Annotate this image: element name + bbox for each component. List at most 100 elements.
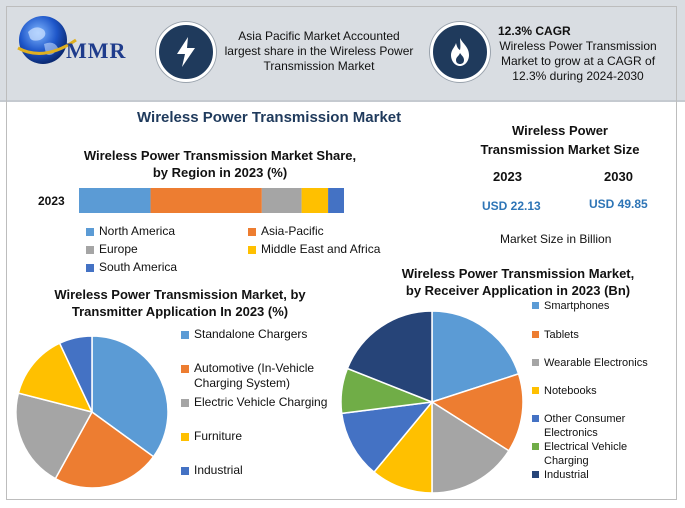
legend-label: Electrical Vehicle Charging xyxy=(544,441,628,467)
legend-item: Industrial xyxy=(532,468,589,482)
info2-line: 12.3% during 2024-2030 xyxy=(512,69,644,83)
legend-swatch xyxy=(181,331,189,339)
info2-text: Wireless Power Transmission Market to gr… xyxy=(492,39,664,84)
legend-label: North America xyxy=(99,224,176,238)
legend-item: Europe xyxy=(86,242,138,257)
legend-swatch xyxy=(248,228,256,236)
legend-label: Smartphones xyxy=(544,300,610,312)
legend-item: Electrical Vehicle Charging xyxy=(532,440,627,468)
region-chart-title-line: Wireless Power Transmission Market Share… xyxy=(83,148,357,163)
bar-segment xyxy=(301,188,329,213)
legend-item: Industrial xyxy=(181,463,243,478)
legend-swatch xyxy=(181,433,189,441)
legend-swatch xyxy=(532,387,539,394)
legend-swatch xyxy=(86,264,94,272)
legend-swatch xyxy=(532,471,539,478)
pie-slice xyxy=(91,335,169,458)
legend-label: South America xyxy=(99,260,178,274)
market-size-title-line: Wireless Power xyxy=(512,123,608,138)
info1-badge xyxy=(156,22,216,82)
region-chart-title-line: by Region in 2023 (%) xyxy=(152,165,288,180)
pie-slice xyxy=(54,410,155,489)
receiver-chart-title: Wireless Power Transmission Market, by R… xyxy=(378,265,658,299)
legend-swatch xyxy=(532,331,539,338)
legend-label: Electric Vehicle Charging xyxy=(194,395,328,409)
bar-category-label: 2023 xyxy=(38,194,65,208)
value-2030: USD 49.85 xyxy=(589,197,648,211)
legend-swatch xyxy=(86,228,94,236)
legend-item: Middle East and Africa xyxy=(248,242,380,257)
header-divider xyxy=(0,100,685,102)
legend-swatch xyxy=(181,399,189,407)
globe-logo-icon xyxy=(17,16,77,64)
year-2030: 2030 xyxy=(604,169,633,184)
legend-item: North America xyxy=(86,224,175,239)
info1-line: Transmission Market xyxy=(263,59,375,73)
legend-label: Industrial xyxy=(544,469,589,481)
bar-segment xyxy=(261,188,302,213)
header-banner xyxy=(0,0,685,100)
legend-item: Automotive (In-Vehicle Charging System) xyxy=(181,361,314,391)
legend-item: Notebooks xyxy=(532,384,597,398)
legend-label: Furniture xyxy=(194,429,243,443)
legend-label: Middle East and Africa xyxy=(261,242,381,256)
pie-slice xyxy=(58,335,93,413)
pie-slice xyxy=(431,310,520,404)
info1-line: largest share in the Wireless Power xyxy=(224,44,414,58)
legend-item: Tablets xyxy=(532,328,579,342)
brand-logo-text: MMR xyxy=(66,38,127,63)
info2-line: Market to grow at a CAGR of xyxy=(500,54,656,68)
bar-segment xyxy=(79,188,151,213)
legend-label: Tablets xyxy=(544,329,579,341)
legend-swatch xyxy=(532,302,539,309)
legend-swatch xyxy=(181,365,189,373)
pie-slice xyxy=(346,310,433,404)
legend-label: Europe xyxy=(99,242,138,256)
legend-item: Standalone Chargers xyxy=(181,327,307,342)
legend-swatch xyxy=(532,359,539,366)
lightning-icon xyxy=(177,37,195,67)
legend-swatch xyxy=(532,415,539,422)
legend-label: Industrial xyxy=(194,463,243,477)
legend-item: South America xyxy=(86,260,177,275)
market-size-note: Market Size in Billion xyxy=(500,232,612,246)
legend-swatch xyxy=(181,467,189,475)
bar-segment xyxy=(150,188,262,213)
market-size-title-line: Transmission Market Size xyxy=(480,142,640,157)
legend-label: Automotive (In-Vehicle Charging System) xyxy=(194,361,315,390)
pie-slice xyxy=(430,372,524,452)
info1-line: Asia Pacific Market Accounted xyxy=(238,29,400,43)
pie-slice xyxy=(431,400,510,494)
info2-line: Wireless Power Transmission xyxy=(499,39,657,53)
legend-label: Other Consumer Electronics xyxy=(544,413,626,439)
receiver-chart-title-line: by Receiver Application in 2023 (Bn) xyxy=(405,283,631,298)
legend-swatch xyxy=(86,246,94,254)
transmitter-chart-title-line: Wireless Power Transmission Market, by xyxy=(54,287,306,302)
legend-item: Electric Vehicle Charging xyxy=(181,395,327,410)
cagr-title: 12.3% CAGR xyxy=(498,24,571,38)
bar-segment xyxy=(328,188,344,213)
pie-slice xyxy=(340,401,434,474)
info1-text: Asia Pacific Market Accounted largest sh… xyxy=(208,29,430,74)
legend-label: Notebooks xyxy=(544,385,597,397)
legend-item: Asia-Pacific xyxy=(248,224,324,239)
region-chart-title: Wireless Power Transmission Market Share… xyxy=(60,147,380,181)
legend-item: Wearable Electronics xyxy=(532,356,648,370)
pie-slice xyxy=(17,342,94,414)
transmitter-chart-title: Wireless Power Transmission Market, by T… xyxy=(30,286,330,320)
legend-swatch xyxy=(532,443,539,450)
legend-item: Other Consumer Electronics xyxy=(532,412,625,440)
transmitter-chart-title-line: Transmitter Application In 2023 (%) xyxy=(71,304,289,319)
legend-label: Asia-Pacific xyxy=(261,224,324,238)
legend-label: Wearable Electronics xyxy=(544,357,648,369)
legend-swatch xyxy=(248,246,256,254)
value-2023: USD 22.13 xyxy=(482,199,541,213)
legend-label: Standalone Chargers xyxy=(194,327,308,341)
year-2023: 2023 xyxy=(493,169,522,184)
page-title: Wireless Power Transmission Market xyxy=(137,109,402,126)
market-size-title: Wireless Power Transmission Market Size xyxy=(470,121,650,159)
legend-item: Furniture xyxy=(181,429,242,444)
receiver-chart-title-line: Wireless Power Transmission Market, xyxy=(401,266,635,281)
